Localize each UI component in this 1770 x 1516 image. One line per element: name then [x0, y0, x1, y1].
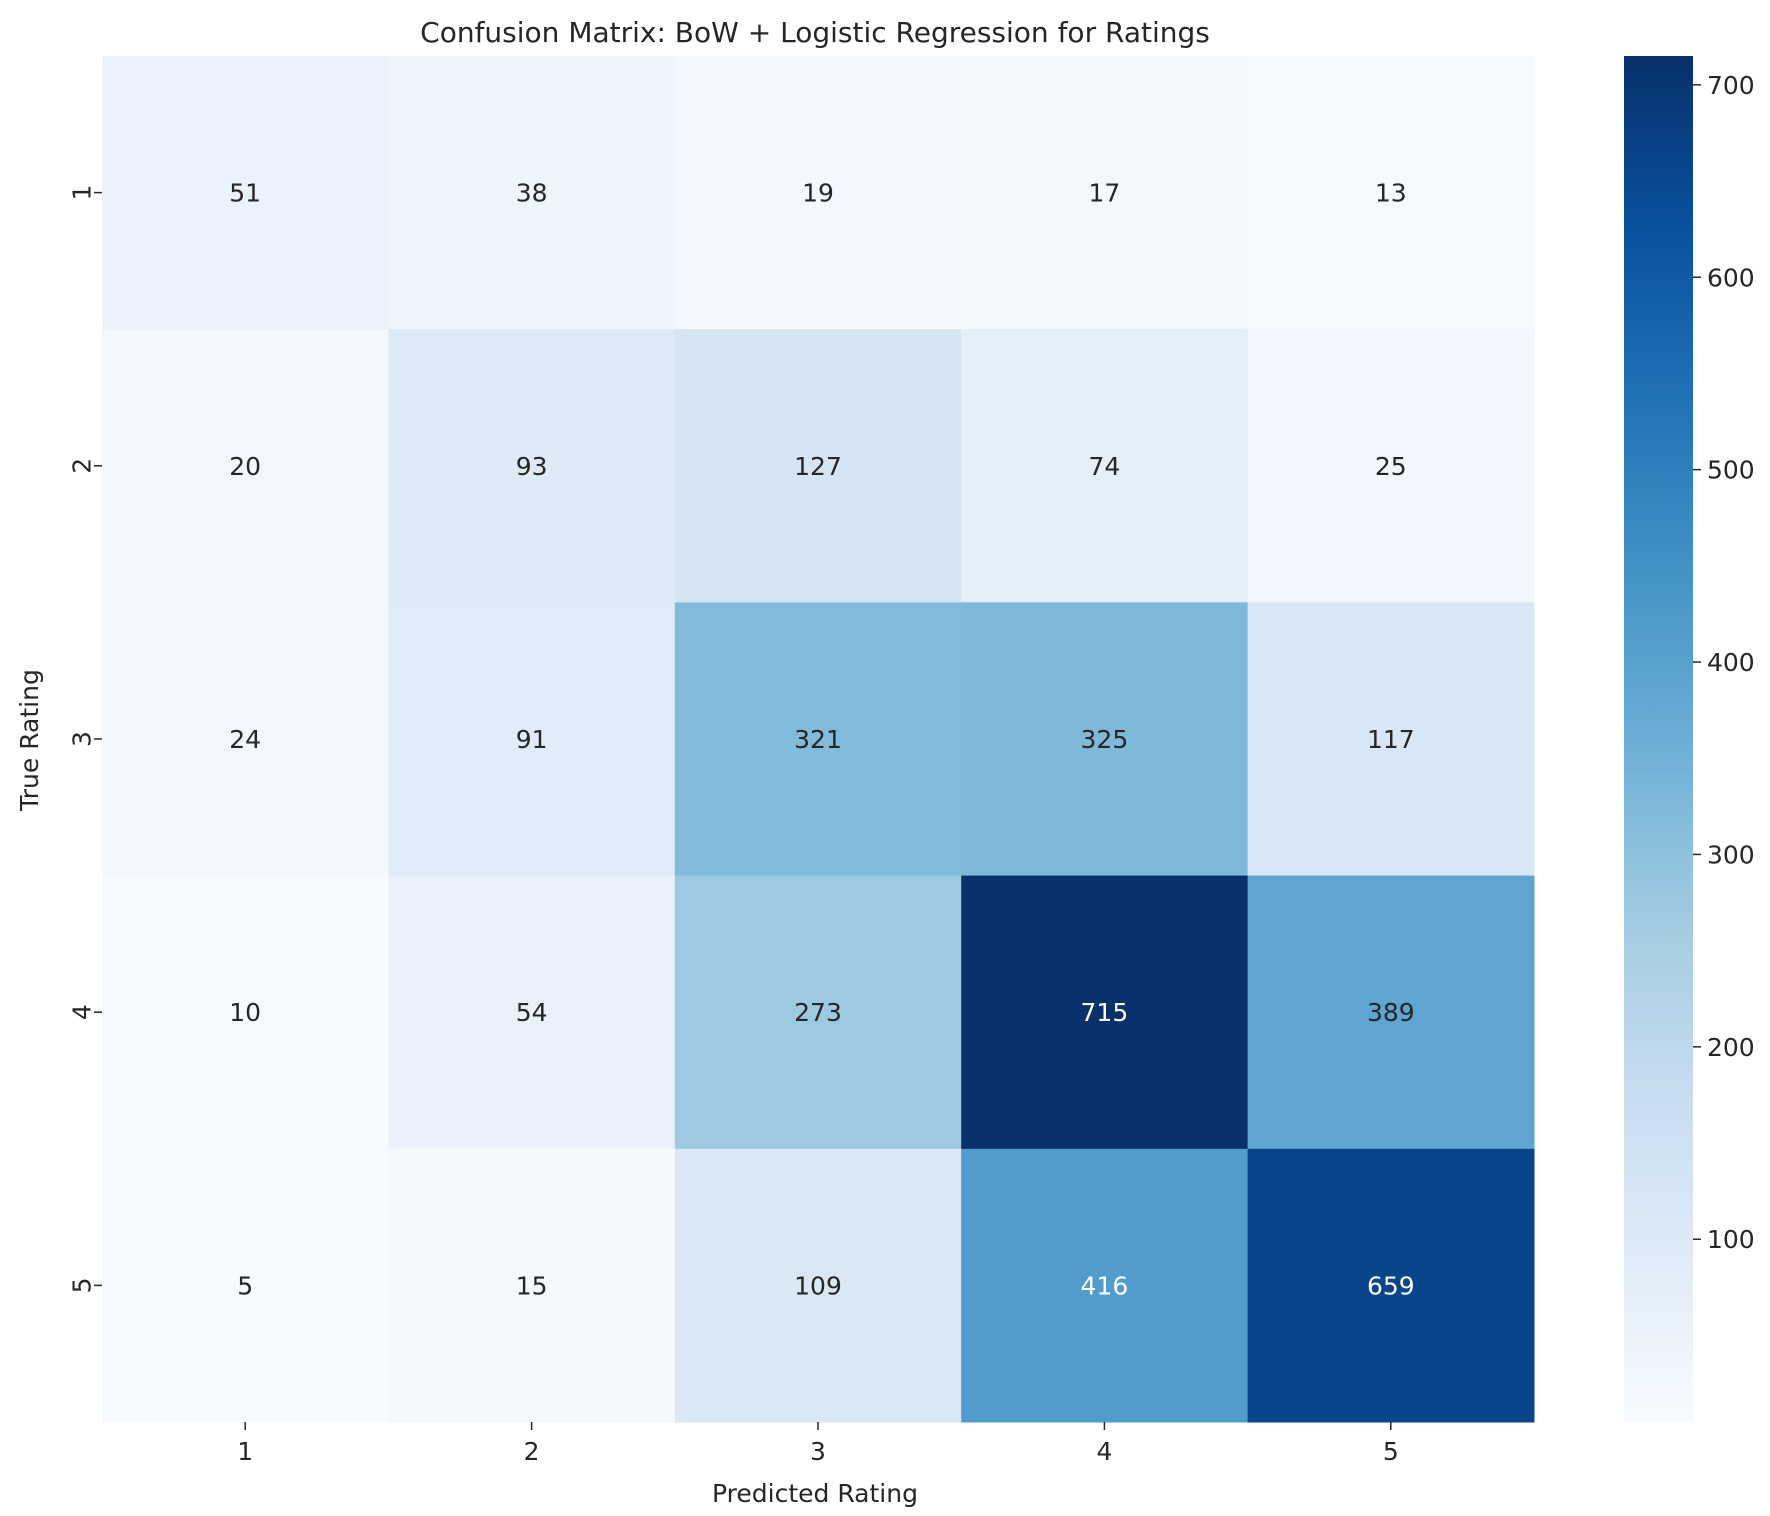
cell-5-2	[388, 1148, 676, 1423]
cell-label-2-2: 93	[516, 452, 548, 481]
cell-label-1-5: 13	[1375, 179, 1407, 208]
y-tick-label-2: 2	[68, 458, 97, 474]
x-tick-label-1: 1	[237, 1437, 253, 1466]
colorbar-tick-label-700: 700	[1707, 71, 1755, 100]
cell-3-5	[1247, 602, 1535, 877]
cell-5-5	[1247, 1148, 1535, 1423]
colorbar-tick-label-200: 200	[1707, 1033, 1755, 1062]
cell-4-3	[674, 875, 962, 1150]
cell-label-5-5: 659	[1367, 1271, 1415, 1300]
x-tick-label-5: 5	[1383, 1437, 1399, 1466]
cell-label-2-5: 25	[1375, 452, 1407, 481]
cell-label-3-1: 24	[229, 725, 261, 754]
cell-label-3-4: 325	[1081, 725, 1129, 754]
cell-label-1-1: 51	[229, 179, 261, 208]
colorbar: 100 200 300 400 500 600 700	[1624, 56, 1755, 1422]
cell-value-labels: 51 38 19 17 13 20 93 127 74 25 24 91 321 325 117 10 54 27…	[229, 179, 1414, 1301]
y-axis-ticks: 1 2 3 4 5	[68, 185, 102, 1293]
cell-1-1	[102, 56, 389, 330]
cell-3-2	[388, 602, 676, 877]
cell-label-2-3: 127	[794, 452, 842, 481]
cell-4-1	[102, 875, 389, 1150]
x-axis-label: Predicted Rating	[712, 1479, 918, 1508]
heatmap-cells	[102, 56, 1535, 1423]
cell-label-5-4: 416	[1081, 1271, 1129, 1300]
x-tick-label-2: 2	[524, 1437, 540, 1466]
cell-label-1-2: 38	[516, 179, 548, 208]
cell-1-4	[961, 56, 1249, 330]
cell-5-4	[961, 1148, 1249, 1423]
cell-1-2	[388, 56, 676, 330]
cell-3-3	[674, 602, 962, 877]
x-tick-label-4: 4	[1096, 1437, 1112, 1466]
cell-label-3-2: 91	[516, 725, 548, 754]
cell-label-5-3: 109	[794, 1271, 842, 1300]
cell-label-2-4: 74	[1088, 452, 1120, 481]
colorbar-tick-label-500: 500	[1707, 456, 1755, 485]
cell-3-1	[102, 602, 389, 877]
cell-1-5	[1247, 56, 1535, 330]
cell-label-1-4: 17	[1088, 179, 1120, 208]
x-axis-ticks: 1 2 3 4 5	[237, 1422, 1399, 1466]
colorbar-tick-label-100: 100	[1707, 1225, 1755, 1254]
cell-5-1	[102, 1148, 389, 1423]
colorbar-tick-label-300: 300	[1707, 840, 1755, 869]
cell-label-5-1: 5	[237, 1271, 253, 1300]
x-tick-label-3: 3	[810, 1437, 826, 1466]
cell-label-2-1: 20	[229, 452, 261, 481]
cell-3-4	[961, 602, 1249, 877]
cell-label-4-3: 273	[794, 998, 842, 1027]
colorbar-gradient	[1624, 56, 1693, 1422]
y-tick-label-1: 1	[68, 185, 97, 201]
cell-label-4-4: 715	[1081, 998, 1129, 1027]
cell-4-2	[388, 875, 676, 1150]
colorbar-tick-label-600: 600	[1707, 263, 1755, 292]
cell-4-4	[961, 875, 1249, 1150]
cell-5-3	[674, 1148, 962, 1423]
cell-label-5-2: 15	[516, 1271, 548, 1300]
cell-4-5	[1247, 875, 1535, 1150]
cell-2-1	[102, 329, 389, 603]
cell-2-2	[388, 329, 676, 603]
y-tick-label-4: 4	[68, 1004, 97, 1020]
cell-label-3-3: 321	[794, 725, 842, 754]
y-tick-label-5: 5	[68, 1277, 97, 1293]
cell-label-3-5: 117	[1367, 725, 1415, 754]
cell-1-3	[674, 56, 962, 330]
cell-2-4	[961, 329, 1249, 603]
cell-2-3	[674, 329, 962, 603]
y-tick-label-3: 3	[68, 731, 97, 747]
cell-label-1-3: 19	[802, 179, 834, 208]
cell-label-4-2: 54	[516, 998, 548, 1027]
cell-2-5	[1247, 329, 1535, 603]
y-axis-label: True Rating	[15, 669, 44, 812]
cell-label-4-1: 10	[229, 998, 261, 1027]
cell-label-4-5: 389	[1367, 998, 1415, 1027]
chart-title: Confusion Matrix: BoW + Logistic Regress…	[420, 16, 1210, 49]
colorbar-tick-label-400: 400	[1707, 648, 1755, 677]
